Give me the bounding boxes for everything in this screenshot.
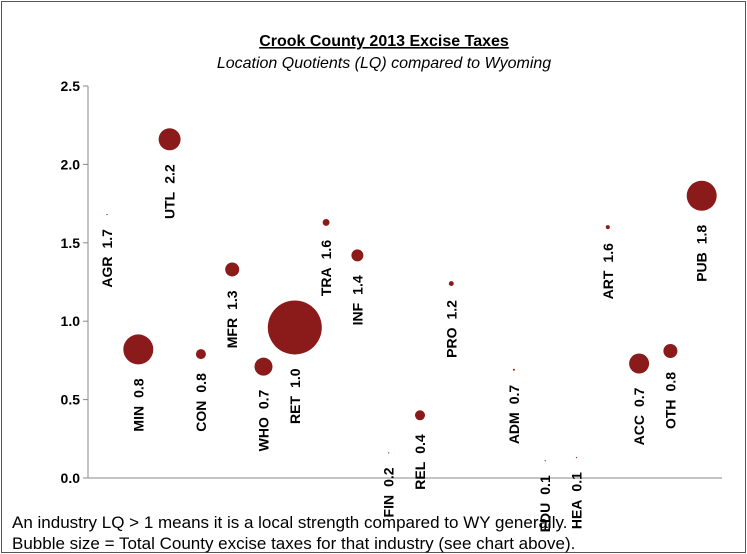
value-label: 0.4 — [412, 434, 428, 454]
data-label: MIN 0.8 — [130, 378, 146, 431]
value-label: 1.2 — [443, 300, 459, 320]
value-label: 0.8 — [193, 373, 209, 393]
category-label: MFR — [224, 318, 240, 348]
y-tick-label: 2.0 — [61, 156, 81, 172]
value-label: 0.1 — [537, 475, 553, 495]
category-label: MIN — [130, 406, 146, 432]
bubble — [351, 249, 364, 262]
category-label: RET — [287, 395, 303, 423]
category-label: TRA — [318, 267, 334, 296]
bubble — [663, 343, 678, 358]
value-label: 1.4 — [349, 275, 365, 295]
bubble — [195, 349, 206, 360]
bubble — [123, 334, 154, 365]
bubble — [544, 460, 546, 462]
data-label: INF 1.4 — [349, 275, 365, 325]
y-tick-label: 0.5 — [61, 392, 81, 408]
data-label: AGR 1.7 — [99, 229, 115, 288]
data-label: EDU 0.1 — [537, 475, 553, 532]
bubble — [448, 281, 454, 287]
category-label: PUB — [694, 252, 710, 282]
value-label: 1.8 — [694, 225, 710, 245]
value-label: 0.2 — [381, 467, 397, 487]
y-tick-label: 0.0 — [61, 470, 81, 486]
bubble — [415, 410, 425, 421]
bubble — [322, 218, 330, 226]
data-label: FIN 0.2 — [381, 467, 397, 517]
bubble — [575, 457, 578, 459]
value-label: 1.6 — [318, 240, 334, 260]
category-label: INF — [349, 302, 365, 325]
data-label: ADM 0.7 — [506, 385, 522, 445]
value-label: 1.0 — [287, 368, 303, 388]
bubble — [106, 213, 108, 216]
value-label: 0.7 — [256, 389, 272, 409]
bubble — [388, 452, 390, 454]
category-label: EDU — [537, 503, 553, 533]
data-label: WHO 0.7 — [256, 389, 272, 451]
value-label: 0.8 — [130, 378, 146, 398]
footnote: Bubble size = Total County excise taxes … — [12, 534, 575, 553]
value-label: 0.7 — [631, 387, 647, 407]
data-label: REL 0.4 — [412, 434, 428, 490]
category-label: REL — [412, 461, 428, 489]
data-label: PRO 1.2 — [443, 300, 459, 358]
chart-title: Crook County 2013 Excise Taxes — [259, 33, 509, 50]
category-label: ART — [600, 270, 616, 299]
data-label: RET 1.0 — [287, 368, 303, 424]
category-label: ADM — [506, 412, 522, 444]
data-label: OTH 0.8 — [662, 372, 678, 429]
data-label: PUB 1.8 — [694, 225, 710, 282]
category-label: PRO — [443, 327, 459, 357]
category-label: OTH — [662, 399, 678, 429]
category-label: AGR — [99, 257, 115, 288]
bubble — [267, 300, 322, 355]
category-label: UTL — [162, 191, 178, 219]
data-label: UTL 2.2 — [162, 164, 178, 219]
bubble — [629, 353, 650, 374]
value-label: 1.6 — [600, 243, 616, 263]
value-label: 1.7 — [99, 229, 115, 249]
bubble — [512, 368, 515, 371]
value-label: 2.2 — [162, 164, 178, 184]
category-label: ACC — [631, 415, 647, 445]
y-tick-label: 1.0 — [61, 313, 81, 329]
bubble — [158, 128, 181, 151]
y-tick-label: 1.5 — [61, 235, 81, 251]
category-label: HEA — [569, 500, 585, 530]
value-label: 0.8 — [662, 372, 678, 392]
value-label: 0.1 — [569, 472, 585, 492]
footnote: An industry LQ > 1 means it is a local s… — [12, 513, 567, 532]
data-label: ART 1.6 — [600, 243, 616, 299]
value-label: 0.7 — [506, 385, 522, 405]
data-label: TRA 1.6 — [318, 240, 334, 296]
category-label: FIN — [381, 495, 397, 518]
data-label: MFR 1.3 — [224, 290, 240, 348]
bubble — [225, 262, 240, 277]
value-label: 1.3 — [224, 290, 240, 310]
category-label: CON — [193, 401, 209, 432]
data-label: HEA 0.1 — [569, 472, 585, 529]
bubble — [605, 225, 610, 230]
data-label: CON 0.8 — [193, 373, 209, 432]
bubble — [686, 180, 717, 211]
data-label: ACC 0.7 — [631, 387, 647, 445]
y-tick-label: 2.5 — [61, 78, 81, 94]
bubble — [254, 357, 273, 376]
category-label: WHO — [256, 417, 272, 451]
chart-subtitle: Location Quotients (LQ) compared to Wyom… — [217, 55, 551, 72]
